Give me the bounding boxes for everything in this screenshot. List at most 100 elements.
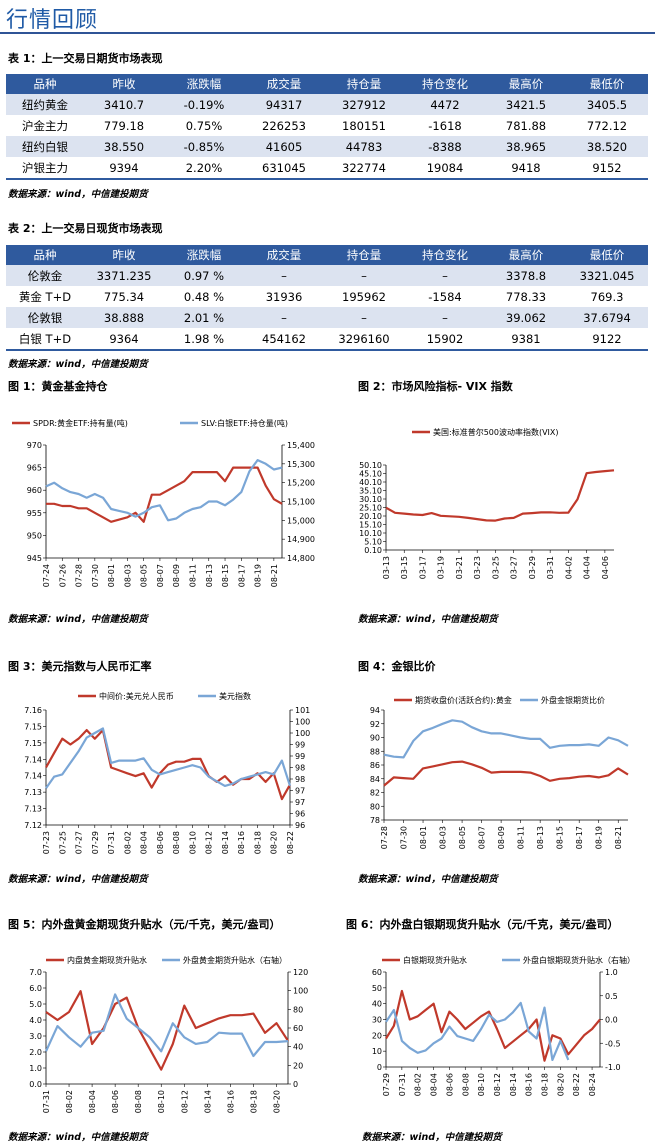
table-cell: 0.48 % — [164, 286, 244, 307]
x-tick-label: 07-23 — [42, 831, 51, 854]
table-row: 沪银主力 9394 2.20% 631045 322774 19084 9418 9152 — [6, 157, 648, 180]
column-header: 昨收 — [84, 74, 164, 94]
column-header: 涨跌幅 — [164, 74, 244, 94]
series-line-1 — [46, 466, 283, 523]
x-tick-label: 03-29 — [528, 556, 537, 579]
table-row: 白银 T+D 9364 1.98 % 454162 3296160 15902 9381 91… — [6, 328, 648, 351]
x-tick-label: 03-17 — [418, 556, 427, 579]
table-cell: 772.12 — [566, 115, 648, 136]
y-tick-label-left: 1.0 — [29, 1064, 42, 1073]
x-tick-label: 08-02 — [414, 1073, 423, 1096]
y-tick-label-right: 14,900 — [287, 535, 315, 544]
table-cell: 9381 — [486, 328, 566, 351]
figure3-caption: 图 3：美元指数与人民币汇率 — [8, 660, 152, 673]
y-tick-label-left: 965 — [27, 464, 42, 473]
x-tick-label: 08-18 — [253, 831, 262, 854]
x-tick-label: 08-02 — [65, 1090, 74, 1113]
table-cell: 黄金 T+D — [6, 286, 84, 307]
x-tick-label: 08-02 — [123, 831, 132, 854]
table-cell: 15902 — [404, 328, 486, 351]
y-tick-label-left: 90 — [370, 734, 380, 743]
y-tick-label-left: 4.0 — [29, 1016, 42, 1025]
x-tick-label: 07-29 — [91, 831, 100, 854]
gold-basis-chart: 0.0 1.0 2.0 3.0 4.0 5.0 6.0 7.0 0 20 40 60 80 100 120 0… — [29, 955, 308, 1113]
y-tick-label-left: 35.10 — [359, 487, 382, 496]
x-tick-label: 08-17 — [575, 826, 584, 849]
table-row: 黄金 T+D 775.34 0.48 % 31936 195962 -1584 778.33… — [6, 286, 648, 307]
table-cell: 3296160 — [324, 328, 404, 351]
table-cell: 3378.8 — [486, 265, 566, 286]
x-tick-label: 04-02 — [564, 556, 573, 579]
column-header: 最低价 — [566, 74, 648, 94]
table-cell: 775.34 — [84, 286, 164, 307]
x-tick-label: 03-15 — [400, 556, 409, 579]
legend-label: SPDR:黄金ETF:持有量(吨) — [33, 418, 128, 428]
table-cell: 38.965 — [486, 136, 566, 157]
x-tick-label: 04-06 — [601, 556, 610, 579]
table-header-row: 品种 昨收 涨跌幅 成交量 持仓量 持仓变化 最高价 最低价 — [6, 74, 648, 94]
x-tick-label: 07-24 — [42, 564, 51, 587]
legend-label: 期货收盘价(活跃合约):黄金 — [415, 695, 512, 705]
y-tick-label-left: 92 — [370, 720, 380, 729]
x-tick-label: 08-16 — [237, 831, 246, 854]
figure6-caption: 图 6：内外盘白银期现货升贴水（元/千克，美元/盎司） — [346, 918, 619, 931]
vix-chart: 0.105.1010.1015.1020.1025.1030.1035.1040… — [359, 427, 615, 579]
x-tick-label: 08-18 — [541, 1073, 550, 1096]
y-tick-label-right: 100 — [293, 987, 308, 996]
table-cell: 4472 — [404, 94, 486, 115]
y-tick-label-right: 96 — [295, 821, 305, 830]
legend-label: 外盘金银期货比价 — [541, 695, 605, 705]
figure4-caption: 图 4：金银比价 — [358, 660, 436, 673]
y-tick-label-right: 60 — [293, 1024, 303, 1033]
table-cell: -0.85% — [164, 136, 244, 157]
y-tick-label-right: 97 — [295, 787, 305, 796]
y-tick-label-left: 60 — [372, 968, 382, 977]
table-row: 纽约黄金 3410.7 -0.19% 94317 327912 4472 3421.5 340… — [6, 94, 648, 115]
x-tick-label: 08-20 — [556, 1073, 565, 1096]
x-tick-label: 08-15 — [221, 564, 230, 587]
table-cell: 9418 — [486, 157, 566, 180]
page-title: 行情回顾 — [6, 8, 99, 33]
y-tick-label-right: 101 — [295, 706, 310, 715]
x-tick-label: 08-13 — [205, 564, 214, 587]
table-cell: 3405.5 — [566, 94, 648, 115]
y-tick-label-left: 45.10 — [359, 470, 382, 479]
x-tick-label: 08-05 — [458, 826, 467, 849]
y-tick-label-left: 7.14 — [24, 755, 42, 764]
y-tick-label-left: 88 — [370, 747, 380, 756]
y-tick-label-left: 950 — [27, 531, 42, 540]
column-header: 成交量 — [244, 245, 324, 265]
legend-label: 美元指数 — [219, 691, 251, 701]
y-tick-label-left: 10.10 — [359, 529, 382, 538]
y-tick-label-left: 78 — [370, 816, 380, 825]
y-tick-label-right: 100 — [295, 729, 310, 738]
y-tick-label-left: 7.16 — [24, 706, 42, 715]
y-tick-label-right: 0 — [293, 1080, 298, 1089]
column-header: 品种 — [6, 74, 84, 94]
table-cell: 39.062 — [486, 307, 566, 328]
x-tick-label: 03-13 — [382, 556, 391, 579]
x-tick-label: 08-14 — [509, 1073, 518, 1096]
y-tick-label-right: 20 — [293, 1061, 303, 1070]
series-line-2 — [45, 727, 292, 789]
figure2-caption: 图 2：市场风险指标- VIX 指数 — [358, 380, 513, 393]
y-tick-label-right: 80 — [293, 1005, 303, 1014]
y-tick-label-right: 0.5 — [605, 992, 618, 1001]
y-tick-label-left: 960 — [27, 486, 42, 495]
x-tick-label: 08-10 — [157, 1090, 166, 1113]
gold-etf-holdings-chart: 945 950 955 960 965 970 14,800 14,900 15,000 15,1… — [12, 418, 315, 587]
x-tick-label: 08-08 — [134, 1090, 143, 1113]
column-header: 最低价 — [566, 245, 648, 265]
x-tick-label: 08-01 — [107, 564, 116, 587]
x-tick-label: 08-20 — [270, 831, 279, 854]
figure1-source: 数据来源：wind，中信建投期货 — [8, 614, 148, 625]
column-header: 昨收 — [84, 245, 164, 265]
y-tick-label-right: 15,300 — [287, 460, 315, 469]
series-line-1 — [385, 469, 615, 522]
figure5-caption: 图 5：内外盘黄金期现货升贴水（元/千克，美元/盎司） — [8, 918, 281, 931]
usd-cny-chart: 7.12 7.13 7.13 7.14 7.14 7.15 7.15 7.16 96 96 97 97… — [24, 691, 310, 854]
table-cell: 19084 — [404, 157, 486, 180]
table-cell: 454162 — [244, 328, 324, 351]
table-cell: 769.3 — [566, 286, 648, 307]
legend-label: 内盘黄金期现货升贴水 — [67, 955, 147, 965]
